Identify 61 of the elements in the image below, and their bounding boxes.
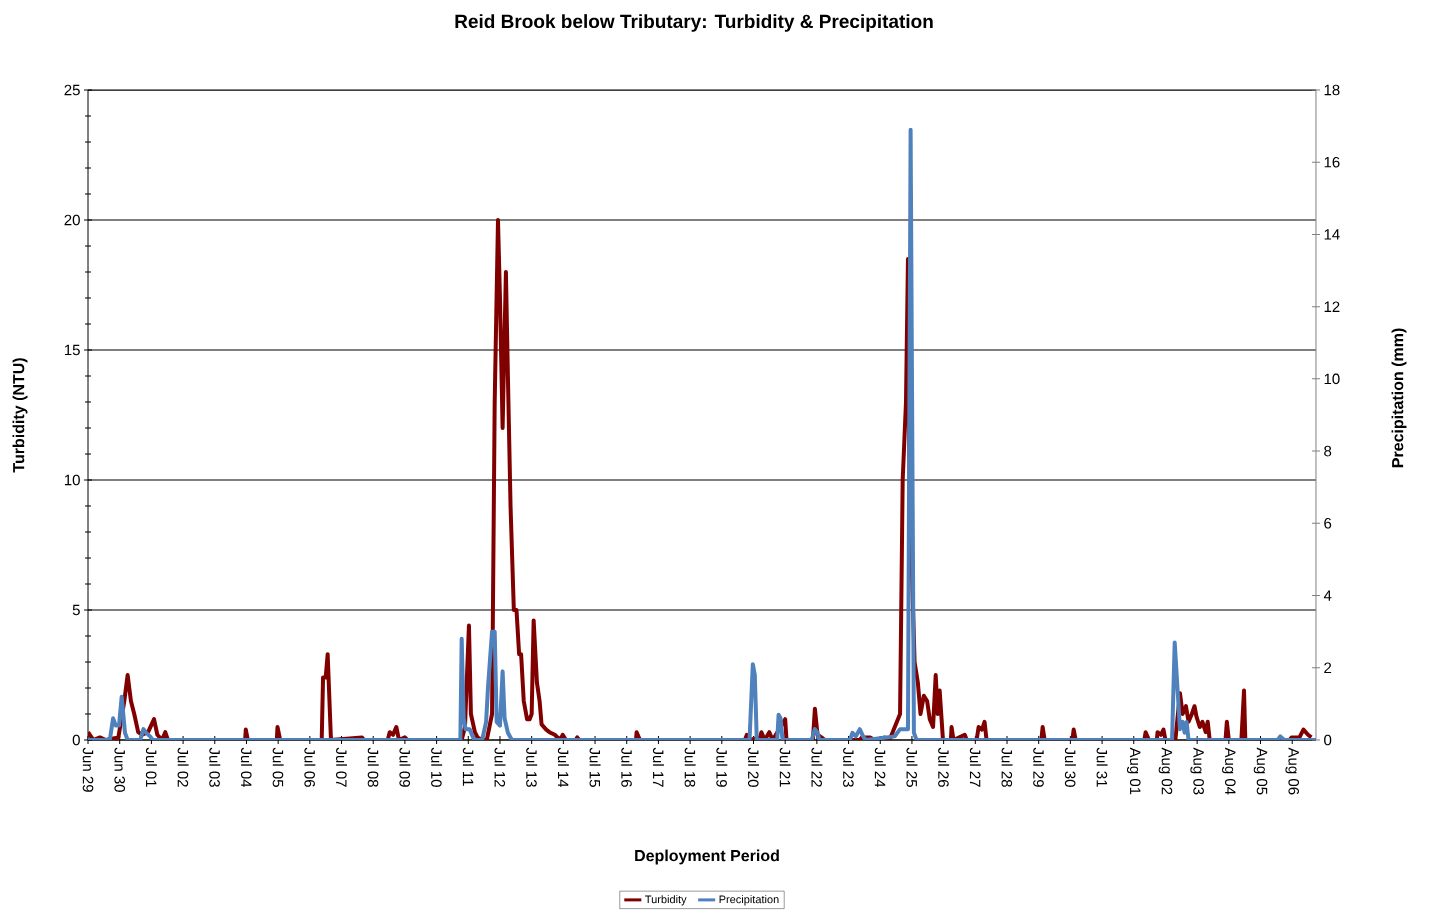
x-tick-label: Jul 29	[1033, 747, 1045, 787]
y-tick-label: 0	[72, 734, 80, 746]
x-tick-label: Jul 01	[145, 747, 157, 787]
y2-tick-label: 0	[1324, 734, 1332, 746]
x-tick-label: Jul 16	[621, 747, 633, 787]
x-tick-label: Jul 20	[747, 747, 759, 787]
y-tick-label: 15	[64, 344, 80, 356]
y-tick-label: 20	[64, 214, 80, 226]
y2-tick-label: 18	[1324, 84, 1340, 96]
y-tick-label: 5	[72, 604, 80, 616]
x-tick-label: Jul 08	[367, 747, 379, 787]
x-tick-label: Jul 19	[716, 747, 728, 787]
x-tick-label: Jul 28	[1001, 747, 1013, 787]
y2-tick-label: 14	[1324, 229, 1340, 240]
legend-label: Precipitation	[719, 895, 779, 906]
x-tick-label: Jul 12	[494, 747, 506, 787]
x-tick-label: Jul 11	[462, 747, 474, 786]
chart-title: Reid Brook below Tributary: Turbidity & Precipitation	[455, 14, 933, 32]
x-tick-label: Jun 30	[114, 747, 126, 792]
x-tick-label: Jul 14	[557, 747, 569, 788]
x-tick-label: Aug 06	[1285, 747, 1299, 795]
x-tick-label: Jul 09	[399, 747, 411, 787]
x-tick-label: Aug 04	[1222, 747, 1236, 795]
legend-label: Turbidity	[645, 895, 687, 906]
y2-axis-title: Precipitation (mm)	[1391, 328, 1407, 468]
y-tick-label: 25	[64, 84, 80, 96]
y2-tick-label: 2	[1324, 662, 1332, 673]
x-tick-label: Jun 29	[82, 747, 94, 792]
x-tick-label: Aug 03	[1190, 747, 1204, 795]
x-tick-label: Jul 26	[938, 747, 950, 787]
x-tick-label: Jul 13	[526, 747, 538, 787]
x-tick-label: Jul 02	[177, 747, 189, 787]
x-axis-title: Deployment Period	[635, 849, 779, 865]
x-tick-label: Jul 06	[304, 747, 316, 787]
x-tick-label: Jul 22	[811, 747, 823, 787]
x-tick-label: Jul 03	[209, 747, 221, 787]
x-tick-label: Jul 23	[843, 747, 855, 787]
x-tick-label: Jul 04	[240, 747, 252, 788]
x-tick-label: Jul 31	[1096, 747, 1108, 787]
y2-tick-label: 10	[1324, 373, 1340, 385]
x-tick-label: Jul 18	[684, 747, 696, 787]
y2-tick-label: 12	[1324, 301, 1340, 312]
x-tick-label: Jul 24	[874, 747, 886, 788]
x-tick-label: Jul 21	[779, 747, 791, 787]
y2-tick-label: 8	[1324, 445, 1332, 457]
x-tick-label: Jul 30	[1064, 747, 1076, 787]
x-tick-label: Jul 25	[906, 747, 918, 787]
y2-tick-label: 6	[1324, 518, 1332, 529]
x-tick-label: Aug 05	[1253, 747, 1268, 795]
y-axis-title: Turbidity (NTU)	[12, 358, 28, 473]
x-tick-label: Jul 05	[272, 747, 284, 787]
x-tick-label: Jul 10	[431, 747, 443, 787]
x-tick-label: Aug 01	[1126, 747, 1141, 795]
x-tick-label: Jul 17	[652, 747, 664, 787]
y2-tick-label: 16	[1324, 156, 1340, 168]
y-tick-label: 10	[64, 474, 80, 486]
x-tick-label: Jul 27	[969, 747, 981, 787]
y2-tick-label: 4	[1323, 590, 1332, 601]
x-tick-label: Aug 02	[1158, 747, 1173, 795]
x-tick-label: Jul 07	[336, 747, 348, 787]
x-tick-label: Jul 15	[589, 747, 601, 787]
